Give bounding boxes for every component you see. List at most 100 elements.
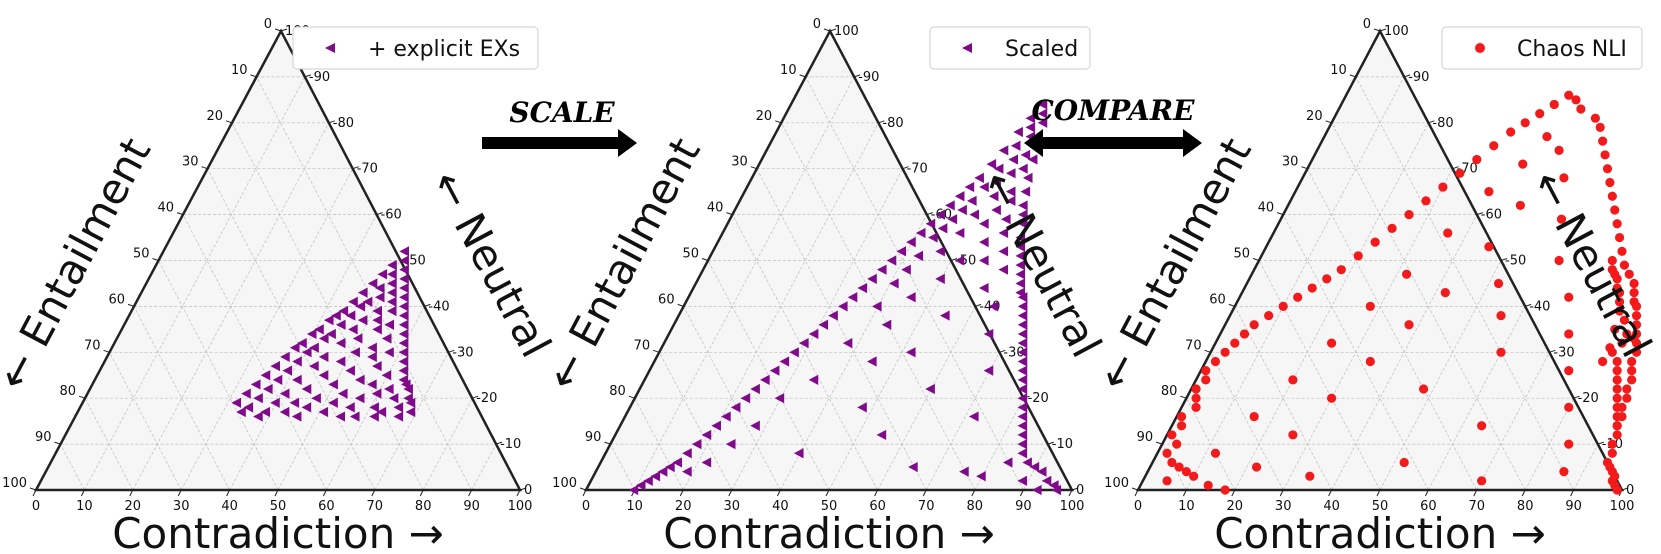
data-point (1556, 214, 1567, 224)
data-point (1018, 200, 1028, 211)
data-point (986, 159, 997, 170)
data-point (1564, 292, 1574, 302)
left-tick-label: 70 (84, 338, 101, 353)
data-point (1037, 108, 1048, 119)
data-point (1631, 347, 1642, 357)
data-point (309, 360, 319, 372)
data-point (1191, 393, 1201, 403)
data-point (1264, 310, 1274, 321)
data-point (1554, 255, 1564, 266)
right-tick-label: -80 (1432, 116, 1453, 131)
left-tick-label: 0 (1363, 17, 1371, 32)
grid-line (1573, 443, 1599, 491)
left-tick-mark (1277, 212, 1284, 216)
data-point (338, 305, 349, 317)
data-point (403, 383, 413, 395)
data-point (954, 255, 965, 266)
left-tick-mark (176, 212, 184, 216)
left-tick-label: 100 (2, 476, 27, 491)
data-point (1506, 127, 1516, 137)
data-point (1612, 430, 1622, 440)
data-point (369, 411, 379, 422)
data-point (1576, 104, 1586, 114)
left-tick-mark (127, 303, 135, 307)
right-tick-mark (1525, 303, 1532, 307)
data-point (372, 360, 382, 372)
data-point (901, 264, 911, 275)
data-point (1017, 310, 1028, 321)
left-tick-label: 10 (1330, 63, 1347, 78)
data-point (998, 264, 1009, 275)
data-point (393, 411, 404, 422)
left-tick-label: 80 (59, 384, 76, 399)
data-point (318, 333, 329, 344)
left-tick-label: 60 (658, 292, 675, 307)
data-point (1036, 466, 1047, 477)
data-point (928, 232, 938, 243)
data-point (1022, 457, 1032, 468)
data-point (1017, 448, 1028, 459)
legend: + explicit EXs (292, 26, 539, 70)
data-point (979, 255, 989, 266)
data-point (1559, 173, 1569, 183)
data-point (628, 484, 639, 496)
data-point (1612, 366, 1622, 376)
data-point (337, 388, 348, 399)
right-tick-label: -90 (858, 70, 879, 85)
data-point (1051, 484, 1062, 496)
bottom-tick-label: 30 (724, 499, 741, 514)
data-point (974, 172, 984, 183)
data-point (1617, 246, 1627, 256)
data-point (384, 319, 394, 330)
left-tick-label: 100 (552, 476, 577, 491)
bottom-axis-label: Contradiction → (112, 509, 444, 554)
data-point (808, 374, 819, 385)
data-point (711, 420, 721, 431)
compare-double-arrow (1024, 129, 1202, 157)
data-point (398, 328, 409, 340)
data-point (279, 406, 290, 418)
grid-line (1379, 260, 1502, 491)
grid-line (1234, 306, 1332, 491)
bottom-tick-mark (1182, 489, 1187, 497)
right-tick-label: 0 (524, 483, 532, 498)
data-point (967, 195, 977, 206)
bottom-tick-mark (371, 489, 376, 497)
bottom-tick-label: 50 (270, 499, 287, 514)
data-point (983, 365, 994, 376)
data-point (925, 218, 936, 229)
left-tick-label: 50 (133, 247, 150, 262)
data-point (1167, 430, 1177, 440)
data-point (282, 365, 293, 376)
data-points (231, 246, 416, 422)
data-point (367, 278, 378, 289)
left-tick-mark (201, 166, 208, 170)
data-point (1041, 475, 1052, 486)
left-tick-mark (750, 166, 757, 170)
data-point (1008, 154, 1018, 165)
right-tick-label: -40 (1529, 299, 1550, 314)
data-point (779, 356, 790, 367)
data-point (405, 406, 416, 418)
data-point (969, 209, 979, 220)
data-point (978, 282, 989, 294)
data-point (793, 448, 804, 459)
left-tick-label: 80 (1161, 384, 1178, 399)
left-tick-mark (1252, 258, 1260, 261)
grid-line (84, 76, 306, 491)
data-point (1612, 375, 1622, 385)
grid-line (634, 398, 684, 491)
data-point (1017, 328, 1028, 340)
data-point (1607, 255, 1617, 266)
right-tick-mark (519, 487, 527, 491)
data-point (301, 383, 312, 395)
data-point (336, 319, 346, 330)
right-tick-label: -50 (1505, 254, 1526, 269)
data-point (979, 218, 989, 229)
left-tick-label: 50 (1233, 247, 1250, 262)
grid-line (133, 306, 230, 491)
data-point (306, 328, 317, 340)
legend-marker (1475, 43, 1485, 53)
right-axis-label: ← Neutral (1522, 162, 1661, 365)
